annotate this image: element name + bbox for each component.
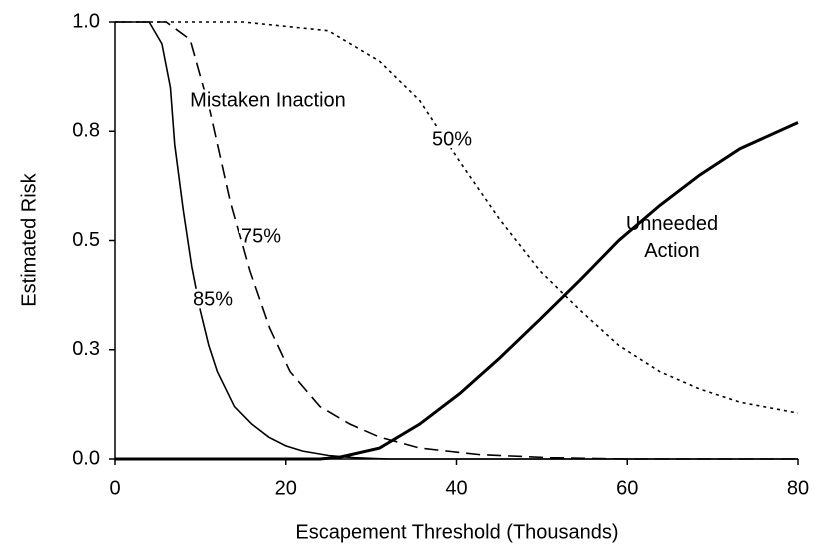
series-label: 50% bbox=[432, 128, 472, 150]
series-label: 85% bbox=[193, 288, 233, 310]
y-tick-label: 0.0 bbox=[72, 447, 100, 469]
series-line bbox=[115, 21, 798, 460]
x-tick-label: 0 bbox=[109, 477, 120, 499]
x-tick-label: 80 bbox=[787, 477, 809, 499]
series-line bbox=[115, 121, 799, 461]
y-axis-label: Estimated Risk bbox=[18, 172, 40, 306]
y-tick-label: 0.8 bbox=[72, 120, 100, 142]
series-label: 75% bbox=[241, 225, 281, 247]
x-tick-label: 40 bbox=[445, 477, 467, 499]
x-tick-label: 20 bbox=[275, 477, 297, 499]
series-line bbox=[115, 21, 799, 414]
series-label: Unneeded Action bbox=[625, 213, 719, 262]
series-line bbox=[115, 21, 798, 460]
y-tick-label: 0.3 bbox=[72, 338, 100, 360]
y-tick-label: 1.0 bbox=[72, 10, 100, 32]
x-axis-label: Escapement Threshold (Thousands) bbox=[295, 521, 618, 543]
annotation: Mistaken Inaction bbox=[190, 89, 346, 111]
x-tick-label: 60 bbox=[616, 477, 638, 499]
y-tick-label: 0.5 bbox=[72, 229, 100, 251]
